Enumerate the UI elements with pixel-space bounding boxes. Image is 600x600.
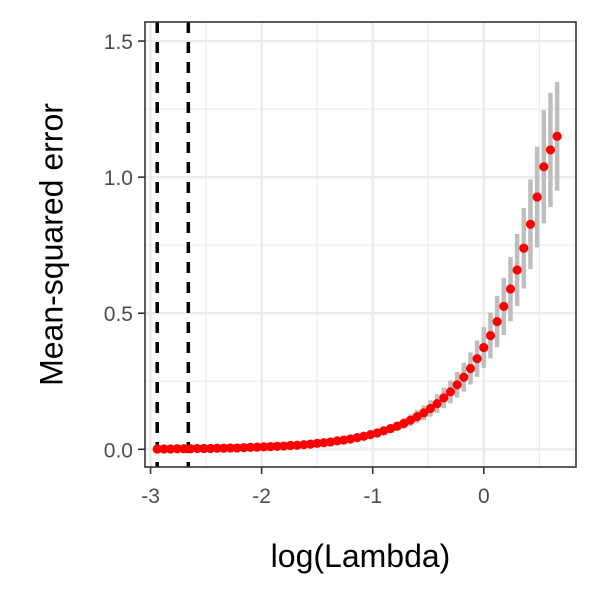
mse-point: [265, 441, 276, 452]
mse-point: [192, 443, 202, 454]
mse-point: [205, 443, 216, 454]
mse-point: [285, 440, 296, 451]
x-tick-label: -3: [141, 485, 160, 508]
mse-point: [272, 441, 282, 451]
mse-point: [152, 444, 162, 454]
mse-point: [172, 444, 182, 454]
mse-point: [299, 440, 309, 450]
mse-points: [152, 131, 562, 454]
y-tick-label: 1.5: [104, 31, 133, 54]
mse-point: [552, 131, 562, 141]
x-tick-label: 0: [478, 485, 490, 508]
mse-point: [292, 440, 302, 450]
panel-border: [144, 21, 577, 468]
mse-point: [279, 441, 289, 451]
mse-point: [425, 403, 436, 414]
mse-point: [252, 442, 262, 452]
mse-point: [185, 444, 196, 454]
mse-point: [532, 192, 542, 202]
mse-point: [212, 443, 222, 453]
y-tick-label: 0.5: [104, 303, 133, 326]
mse-point: [512, 265, 522, 275]
y-axis: 0.0 0.5 1.0 1.5: [104, 31, 145, 462]
mse-point: [525, 219, 536, 229]
y-axis-title: Mean-squared error: [33, 103, 69, 386]
mse-point: [492, 317, 502, 327]
x-axis: -3 -2 -1 0: [141, 467, 490, 508]
grid-lines: [145, 22, 576, 467]
mse-point: [439, 393, 449, 403]
mse-point: [259, 442, 269, 452]
mse-point: [452, 380, 462, 390]
mse-point: [545, 145, 556, 155]
mse-point: [412, 412, 422, 422]
mse-point: [232, 443, 242, 453]
mse-point: [459, 372, 469, 382]
mse-point: [419, 408, 429, 418]
mse-point: [479, 342, 489, 353]
mse-point: [159, 444, 169, 454]
mse-point: [305, 439, 316, 449]
mse-point: [465, 363, 476, 374]
mse-point: [539, 162, 549, 172]
x-tick-label: -1: [363, 485, 382, 508]
mse-point: [332, 436, 342, 446]
mse-point: [505, 284, 516, 294]
mse-point: [225, 443, 236, 453]
mse-point: [219, 443, 229, 453]
mse-point: [179, 444, 189, 454]
lambda-reference-lines: [155, 22, 191, 467]
mse-point: [312, 438, 322, 448]
mse-point: [485, 330, 496, 341]
mse-point: [319, 438, 329, 448]
x-tick-label: -2: [252, 485, 271, 508]
mse-point: [165, 444, 176, 454]
mse-point: [432, 398, 442, 409]
mse-point: [245, 442, 256, 453]
mse-point: [199, 443, 209, 454]
mse-point: [445, 387, 456, 397]
y-tick-label: 1.0: [104, 167, 133, 190]
plot-panel: [144, 21, 577, 468]
mse-point: [499, 301, 509, 312]
mse-point: [472, 354, 482, 364]
mse-point: [239, 443, 249, 453]
y-tick-label: 0.0: [104, 439, 133, 462]
mse-point: [519, 243, 529, 253]
x-axis-title: log(Lambda): [271, 538, 451, 574]
